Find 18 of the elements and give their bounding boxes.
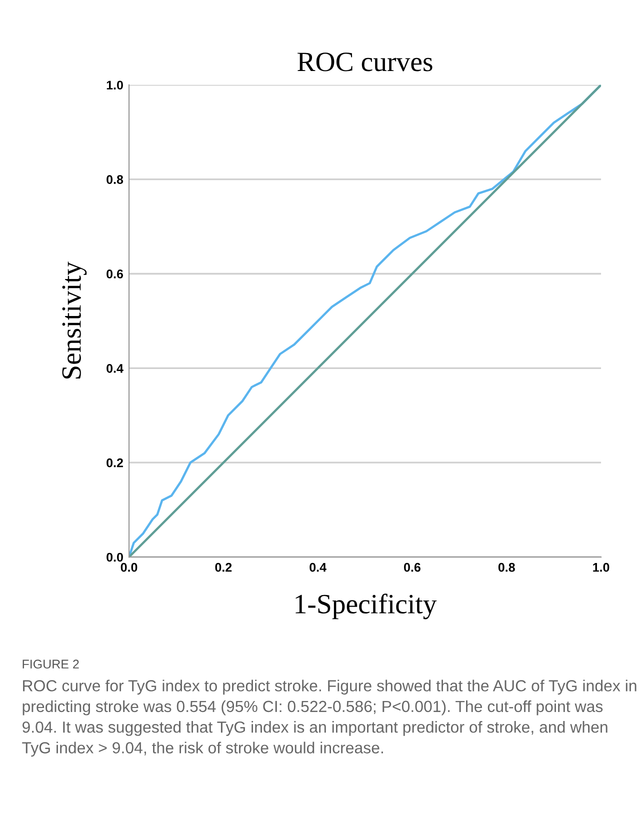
y-tick-label: 1.0 — [106, 80, 123, 90]
y-tick-label: 0.4 — [106, 364, 124, 373]
y-tick-label: 0.6 — [106, 270, 124, 278]
x-axis-title: 1-Specificity — [296, 594, 437, 620]
x-tick-label: 0.8 — [498, 562, 515, 572]
x-tick-label: 0.6 — [404, 562, 420, 572]
y-axis-title: Sensitivity — [62, 262, 87, 379]
text: ROC curve for TyG index to predict stroke. Figure showed that the AUC of TyG index in predicting stroke was 0.554 (95% CI: 0.522-0.586; P<0.001). The cut-off point was 9.04. It was suggested that TyG index is an important predictor of stroke, and when TyG index > 9.04, the risk of stroke would increase. — [22, 680, 636, 757]
x-tick-label: 0.0 — [120, 562, 138, 572]
y-tick-label: 0.8 — [106, 175, 124, 184]
chart-title: ROC curves — [298, 52, 432, 72]
y-tick-label: 0.0 — [106, 552, 123, 562]
caption: FIGURE 2 — [22, 660, 79, 669]
x-tick-label: 1.0 — [593, 562, 610, 572]
y-tick-label: 0.2 — [106, 458, 123, 468]
line-series — [129, 84, 602, 558]
x-tick-label: 0.2 — [215, 562, 232, 572]
x-tick-label: 0.4 — [310, 562, 326, 572]
